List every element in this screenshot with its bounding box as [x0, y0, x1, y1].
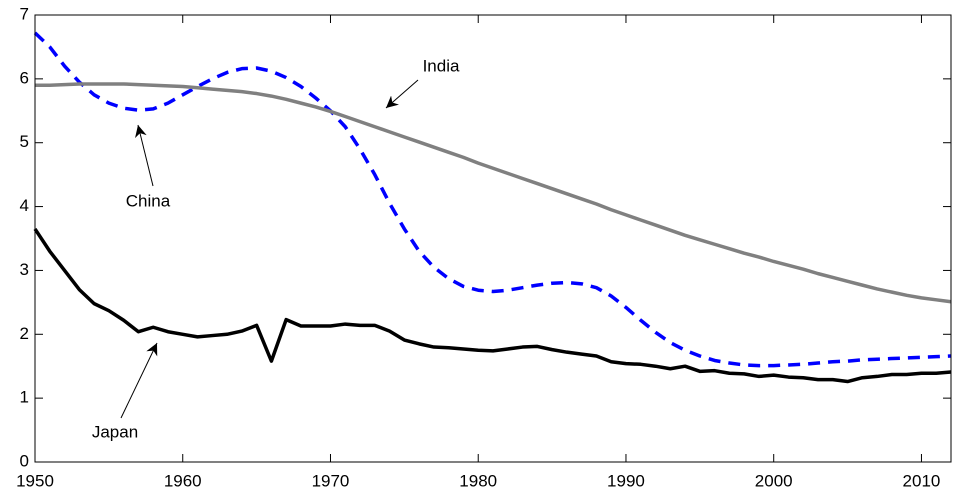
series-line	[33, 227, 952, 384]
annotation-arrow	[120, 342, 158, 419]
x-tick-label: 2000	[755, 471, 793, 490]
y-tick-label: 5	[20, 132, 29, 151]
y-tick-label: 4	[20, 196, 29, 215]
annotation: China	[126, 191, 171, 210]
x-tick-label: 1960	[164, 471, 202, 490]
x-tick-label: 1970	[312, 471, 350, 490]
y-tick-label: 3	[20, 260, 29, 279]
y-tick-label: 2	[20, 324, 29, 343]
x-tick-label: 1950	[16, 471, 54, 490]
annotation-arrow	[135, 124, 154, 187]
plot-frame	[34, 14, 952, 463]
x-tick-label: 1980	[459, 471, 497, 490]
y-tick-label: 7	[20, 4, 29, 23]
y-tick-label: 6	[20, 68, 29, 87]
x-tick-label: 1990	[607, 471, 645, 490]
series-line	[33, 31, 952, 368]
annotation: India	[423, 56, 460, 75]
annotation-arrow	[385, 79, 419, 109]
x-tick-label: 2010	[903, 471, 941, 490]
y-tick-label: 0	[20, 451, 29, 470]
annotation: Japan	[92, 422, 138, 441]
series-line	[35, 82, 952, 304]
y-tick-label: 1	[20, 388, 29, 407]
